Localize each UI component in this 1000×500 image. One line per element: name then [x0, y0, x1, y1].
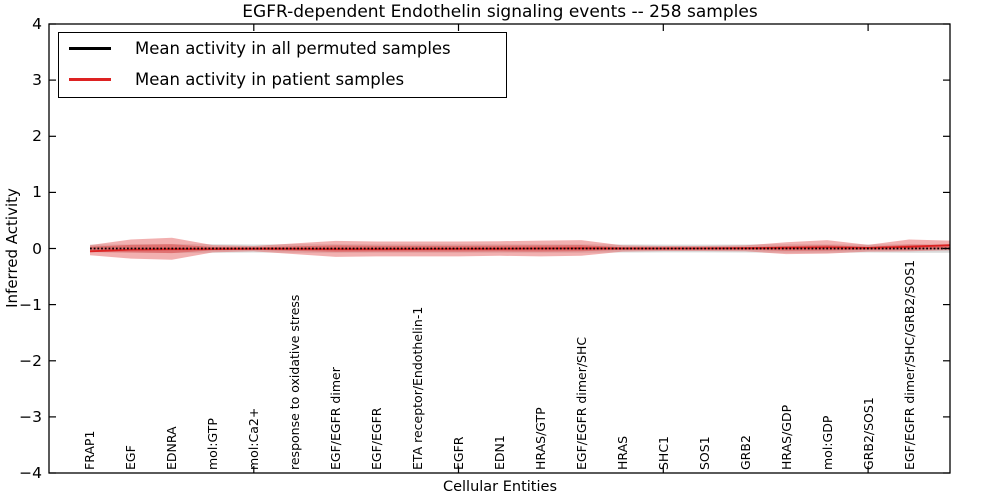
x-category-label: ETA receptor/Endothelin-1 [410, 306, 426, 470]
y-tick-label: 2 [32, 127, 42, 146]
x-category-label: EGF/EGFR dimer/SHC/GRB2/SOS1 [901, 259, 917, 470]
x-category-label: EDNRA [164, 426, 180, 470]
legend-item-permuted-samples: Mean activity in all permuted samples [59, 33, 506, 64]
legend-line-permuted-icon [69, 47, 111, 50]
x-category-label: response to oxidative stress [287, 294, 303, 470]
x-category-label: mol:GTP [205, 418, 221, 470]
chart-title: EGFR-dependent Endothelin signaling even… [242, 2, 758, 22]
x-category-label: mol:Ca2+ [246, 407, 262, 470]
x-category-label: HRAS [614, 435, 630, 470]
legend-item-patient-samples: Mean activity in patient samples [59, 64, 506, 95]
x-category-label: EGF/EGFR dimer/SHC [573, 336, 589, 470]
y-tick-label: −3 [19, 407, 42, 426]
x-category-label: EGF/EGFR [369, 407, 385, 470]
y-tick-label: −4 [19, 464, 42, 482]
x-category-label: SHC1 [655, 435, 671, 470]
legend-label-permuted: Mean activity in all permuted samples [135, 39, 451, 58]
y-tick-label: 3 [32, 71, 42, 90]
y-tick-label: −1 [19, 295, 42, 314]
y-axis-label: Inferred Activity [3, 188, 21, 308]
legend: Mean activity in all permuted samples Me… [58, 32, 507, 98]
x-category-label: EGFR [451, 436, 467, 470]
x-category-label: SOS1 [696, 436, 712, 470]
x-category-label: EGF/EGFR dimer [328, 367, 344, 470]
x-category-label: EDN1 [492, 435, 507, 470]
y-tick-label: 0 [32, 239, 42, 258]
x-axis-label: Cellular Entities [442, 479, 558, 495]
x-category-label: GRB2/SOS1 [860, 397, 876, 470]
x-category-label: EGF [123, 445, 139, 470]
y-tick-label: 1 [32, 183, 42, 202]
legend-label-patient: Mean activity in patient samples [135, 70, 405, 89]
y-tick-label: −2 [19, 351, 42, 370]
x-category-label: HRAS/GDP [778, 404, 794, 470]
x-category-label: FRAP1 [82, 430, 98, 470]
x-category-label: GRB2 [737, 435, 753, 470]
y-tick-label: 4 [32, 15, 42, 33]
legend-line-patient-icon [69, 78, 111, 81]
x-category-label: mol:GDP [819, 415, 835, 470]
x-category-label: HRAS/GTP [532, 407, 548, 470]
